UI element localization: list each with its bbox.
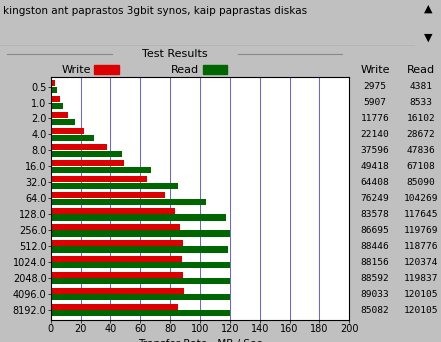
Text: 120374: 120374 xyxy=(404,258,438,267)
Bar xyxy=(51,278,230,285)
Bar xyxy=(51,214,226,221)
Bar xyxy=(51,198,206,205)
Bar xyxy=(51,304,178,310)
Bar xyxy=(51,103,64,109)
Bar xyxy=(51,231,229,237)
Bar xyxy=(51,240,183,246)
X-axis label: Transfer Rate - MB / Sec: Transfer Rate - MB / Sec xyxy=(138,340,262,342)
Text: ▼: ▼ xyxy=(423,32,432,42)
Bar xyxy=(51,150,122,157)
Text: 120105: 120105 xyxy=(404,290,438,299)
Bar xyxy=(51,288,183,294)
Text: 88446: 88446 xyxy=(361,242,389,251)
Bar xyxy=(51,247,228,252)
Bar xyxy=(51,224,180,230)
Text: 119769: 119769 xyxy=(404,226,438,235)
Text: 11776: 11776 xyxy=(361,114,389,123)
Bar xyxy=(51,176,147,182)
Text: Write: Write xyxy=(360,65,390,75)
Text: 119837: 119837 xyxy=(404,274,438,283)
Text: 86695: 86695 xyxy=(361,226,389,235)
Text: 104269: 104269 xyxy=(404,194,438,203)
Bar xyxy=(51,112,68,118)
Text: 4381: 4381 xyxy=(409,82,432,91)
Bar xyxy=(51,262,230,268)
Text: 118776: 118776 xyxy=(404,242,438,251)
Bar xyxy=(94,65,119,74)
Text: 89033: 89033 xyxy=(361,290,389,299)
Text: 47836: 47836 xyxy=(407,146,435,155)
Bar xyxy=(51,192,164,198)
Bar xyxy=(51,87,57,93)
Bar xyxy=(51,128,84,134)
Text: 76249: 76249 xyxy=(361,194,389,203)
Bar xyxy=(51,294,230,300)
Bar xyxy=(202,65,227,74)
Text: Read: Read xyxy=(171,65,199,75)
Text: kingston ant paprastos 3gbit synos, kaip paprastas diskas: kingston ant paprastos 3gbit synos, kaip… xyxy=(4,5,307,15)
Bar xyxy=(51,183,178,189)
Text: Read: Read xyxy=(407,65,435,75)
Text: 28672: 28672 xyxy=(407,130,435,139)
Bar xyxy=(51,144,107,150)
Text: Test Results: Test Results xyxy=(142,49,207,58)
Text: 5907: 5907 xyxy=(363,98,386,107)
Text: 88592: 88592 xyxy=(361,274,389,283)
Bar xyxy=(51,272,183,278)
Bar xyxy=(51,135,93,141)
Bar xyxy=(51,208,176,214)
Text: 117645: 117645 xyxy=(404,210,438,219)
Bar xyxy=(51,160,124,166)
Text: 37596: 37596 xyxy=(361,146,389,155)
Text: 22140: 22140 xyxy=(361,130,389,139)
Bar xyxy=(51,310,230,316)
Text: 88156: 88156 xyxy=(361,258,389,267)
Text: ▲: ▲ xyxy=(423,4,432,14)
Bar xyxy=(51,167,151,173)
Bar xyxy=(51,256,182,262)
Text: 64408: 64408 xyxy=(361,178,389,187)
Text: 49418: 49418 xyxy=(361,162,389,171)
Text: 83578: 83578 xyxy=(361,210,389,219)
Bar xyxy=(51,96,60,102)
Bar xyxy=(51,80,55,87)
Text: 2975: 2975 xyxy=(363,82,386,91)
Text: 85082: 85082 xyxy=(361,306,389,315)
Text: Write: Write xyxy=(61,65,91,75)
Text: 8533: 8533 xyxy=(409,98,432,107)
Text: 16102: 16102 xyxy=(407,114,435,123)
Text: 67108: 67108 xyxy=(407,162,435,171)
Text: 85090: 85090 xyxy=(407,178,435,187)
Bar xyxy=(51,119,75,125)
Text: 120105: 120105 xyxy=(404,306,438,315)
